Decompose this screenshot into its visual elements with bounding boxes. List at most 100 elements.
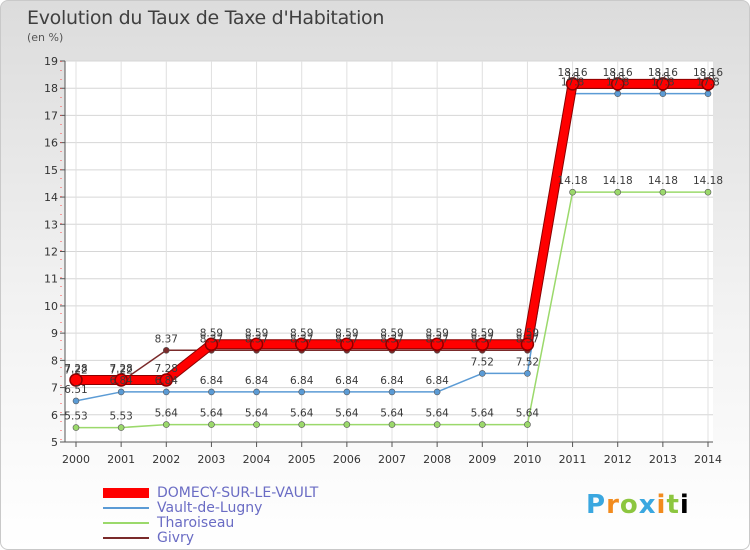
data-label: 5.64 bbox=[471, 408, 495, 420]
series-point-3 bbox=[162, 346, 170, 354]
x-tick-label: 2006 bbox=[333, 453, 361, 466]
series-point-2 bbox=[478, 421, 486, 428]
legend-item-domecy[interactable]: DOMECY-SUR-LE-VAULT bbox=[101, 485, 318, 500]
data-label: 14.18 bbox=[648, 175, 678, 187]
series-point-2 bbox=[162, 421, 170, 428]
legend-item-vault[interactable]: Vault-de-Lugny bbox=[101, 500, 318, 515]
chart-title: Evolution du Taux de Taxe d'Habitation bbox=[27, 7, 385, 29]
y-tick-label: 7 bbox=[51, 382, 58, 395]
data-label: 18 bbox=[701, 71, 714, 83]
data-label: 18.16 bbox=[693, 67, 723, 79]
data-label: 5.64 bbox=[155, 408, 179, 420]
data-label: 8.59 bbox=[380, 327, 403, 339]
y-tick-label: 6 bbox=[51, 409, 58, 422]
series-point-2 bbox=[298, 421, 306, 428]
legend-label-vault: Vault-de-Lugny bbox=[157, 499, 263, 516]
y-tick-label: 19 bbox=[44, 55, 58, 68]
data-label: 5.64 bbox=[425, 408, 449, 420]
data-label: 17.8 bbox=[606, 77, 629, 89]
data-label: 8.37 bbox=[380, 333, 403, 345]
data-label: 7.28 bbox=[155, 363, 178, 375]
x-tick-label: 2009 bbox=[468, 453, 496, 466]
data-label: 8.37 bbox=[471, 333, 494, 345]
data-label: 8.59 bbox=[425, 327, 448, 339]
data-label: 8.59 bbox=[335, 327, 358, 339]
legend-label-givry: Givry bbox=[157, 529, 195, 546]
series-point-1 bbox=[388, 388, 396, 396]
series-point-0 bbox=[475, 337, 490, 352]
data-label: 8.37 bbox=[155, 333, 178, 345]
x-tick-label: 2003 bbox=[197, 453, 225, 466]
x-tick-label: 2013 bbox=[649, 453, 677, 466]
data-label: 17.8 bbox=[696, 77, 719, 89]
chart-unit-label: (en %) bbox=[27, 31, 64, 44]
data-label: 6.84 bbox=[200, 375, 224, 387]
data-label: 18 bbox=[566, 71, 579, 83]
data-label: 8.59 bbox=[471, 327, 494, 339]
series-point-0 bbox=[385, 337, 399, 352]
data-label: 8.37 bbox=[290, 333, 313, 345]
data-label: 5.64 bbox=[200, 408, 224, 420]
x-tick-label: 2004 bbox=[243, 453, 271, 466]
data-label: 8.59 bbox=[290, 327, 313, 339]
x-tick-label: 2000 bbox=[62, 453, 90, 466]
data-label: 6.84 bbox=[290, 375, 314, 387]
y-tick-label: 11 bbox=[44, 273, 58, 286]
series-point-0 bbox=[430, 337, 444, 352]
data-label: 18.16 bbox=[648, 67, 678, 79]
series-point-0 bbox=[114, 373, 128, 387]
data-label: 6.84 bbox=[380, 375, 404, 387]
series-point-0 bbox=[159, 373, 174, 387]
legend-label-tharoiseau: Tharoiseau bbox=[157, 514, 235, 531]
series-point-1 bbox=[162, 388, 170, 396]
series-point-2 bbox=[524, 421, 531, 428]
series-point-2 bbox=[659, 188, 667, 196]
series-point-1 bbox=[117, 388, 125, 396]
x-tick-label: 2008 bbox=[423, 453, 451, 466]
data-label: 5.64 bbox=[335, 408, 359, 420]
data-label: 8.37 bbox=[335, 333, 358, 345]
data-label: 6.84 bbox=[335, 375, 359, 387]
data-label: 18.16 bbox=[558, 67, 588, 79]
legend-item-givry[interactable]: Givry bbox=[101, 530, 318, 545]
data-label: 6.84 bbox=[155, 375, 179, 387]
series-point-0 bbox=[610, 77, 625, 91]
legend-label-domecy: DOMECY-SUR-LE-VAULT bbox=[157, 484, 319, 501]
data-label: 5.53 bbox=[64, 411, 87, 423]
x-tick-label: 2007 bbox=[378, 453, 406, 466]
data-label: 7.22 bbox=[64, 365, 87, 377]
proxiti-logo: Proxiti bbox=[586, 490, 690, 520]
legend-swatch-domecy bbox=[103, 487, 149, 498]
series-point-2 bbox=[388, 421, 396, 428]
series-point-0 bbox=[656, 77, 670, 91]
series-point-2 bbox=[704, 188, 712, 196]
data-label: 7.52 bbox=[516, 356, 539, 368]
series-point-2 bbox=[208, 421, 215, 428]
y-tick-label: 15 bbox=[44, 164, 58, 177]
series-point-0 bbox=[204, 337, 219, 352]
series-point-2 bbox=[614, 188, 622, 196]
data-label: 14.18 bbox=[603, 175, 633, 187]
legend-item-tharoiseau[interactable]: Tharoiseau bbox=[101, 515, 318, 530]
y-tick-label: 16 bbox=[44, 137, 58, 150]
data-label: 14.18 bbox=[558, 175, 588, 187]
y-tick-label: 14 bbox=[44, 191, 58, 204]
y-tick-label: 18 bbox=[44, 82, 58, 95]
data-label: 17.8 bbox=[651, 77, 674, 89]
series-point-0 bbox=[69, 373, 83, 387]
series-point-1 bbox=[343, 388, 351, 396]
data-label: 6.84 bbox=[109, 375, 133, 387]
data-label: 7.28 bbox=[64, 363, 87, 375]
data-label: 5.64 bbox=[516, 408, 540, 420]
series-point-1 bbox=[704, 90, 712, 97]
x-tick-label: 2010 bbox=[513, 453, 541, 466]
series-point-2 bbox=[72, 424, 80, 431]
data-label: 8.59 bbox=[200, 327, 223, 339]
data-label: 5.64 bbox=[290, 408, 314, 420]
data-label: 18 bbox=[611, 71, 624, 83]
data-label: 8.59 bbox=[516, 327, 539, 339]
series-point-2 bbox=[253, 421, 260, 428]
x-tick-label: 2005 bbox=[288, 453, 316, 466]
